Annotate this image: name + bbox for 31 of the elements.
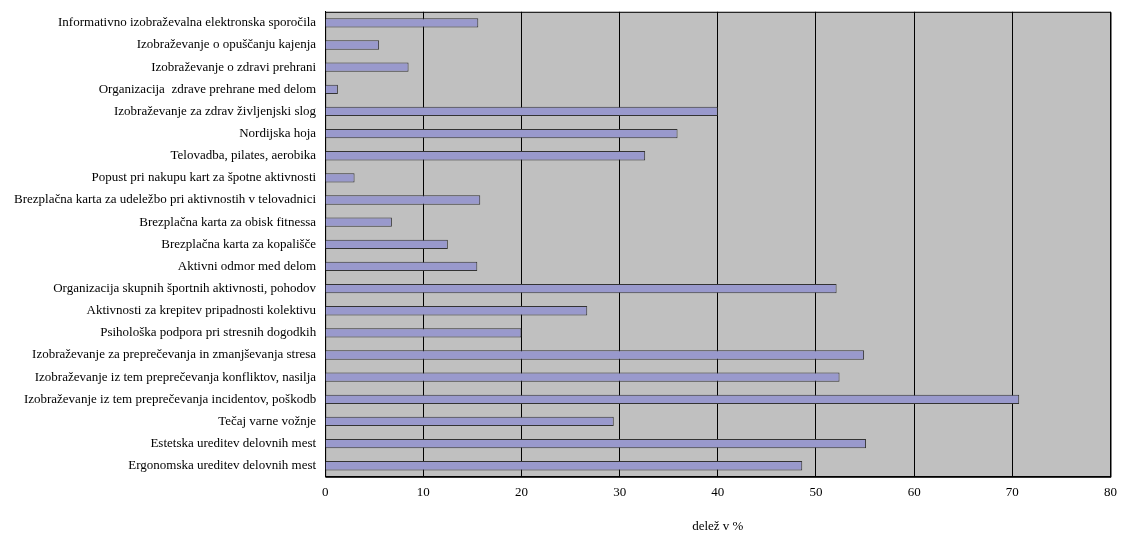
- y-tick-label: Brezplačna karta za udeležbo pri aktivnostih v telovadnici: [13, 191, 317, 207]
- x-tick-label: 50: [809, 484, 823, 500]
- y-tick-label: Organizacija zdrave prehrane med delom: [98, 80, 317, 96]
- y-tick-label: Estetska ureditev delovnih mest: [150, 435, 317, 451]
- x-tick-label: 70: [1005, 484, 1019, 500]
- x-tick-label: 80: [1104, 484, 1117, 500]
- x-tick-label: 30: [613, 484, 627, 500]
- y-tick-label: Popust pri nakupu kart za špotne aktivnosti: [91, 169, 317, 185]
- y-tick-label: Aktivni odmor med delom: [177, 257, 317, 273]
- y-tick-label: Izobraževanje o opuščanju kajenja: [136, 36, 317, 52]
- x-tick-label: 60: [907, 484, 921, 500]
- x-axis-title: delež v %: [692, 517, 744, 533]
- y-tick-label: Izobraževanje iz tem preprečevanja konfliktov, nasilja: [34, 368, 317, 384]
- y-tick-label: Organizacija skupnih športnih aktivnosti, pohodov: [53, 280, 317, 296]
- y-tick-label: Brezplačna karta za kopališče: [161, 235, 317, 251]
- y-tick-label: Izobraževanje za preprečevanja in zmanjševanja stresa: [32, 346, 317, 362]
- x-tick-label: 40: [711, 484, 725, 500]
- x-tick-label: 10: [416, 484, 430, 500]
- y-tick-label: Nordijska hoja: [239, 125, 317, 141]
- x-tick-label: 0: [321, 484, 329, 500]
- y-tick-label: Ergonomska ureditev delovnih mest: [128, 457, 317, 473]
- y-tick-label: Telovadba, pilates, aerobika: [170, 147, 317, 163]
- y-tick-label: Izobraževanje iz tem preprečevanja incidentov, poškodb: [23, 390, 317, 406]
- y-tick-label: Izobraževanje o zdravi prehrani: [151, 58, 317, 74]
- y-tick-label: Psihološka podpora pri stresnih dogodkih: [100, 324, 317, 340]
- y-tick-label: Tečaj varne vožnje: [218, 412, 317, 428]
- y-tick-label: Informativno izobraževalna elektronska sporočila: [58, 14, 317, 30]
- y-tick-label: Izobraževanje za zdrav življenjski slog: [113, 102, 317, 118]
- y-tick-label: Brezplačna karta za obisk fitnessa: [139, 213, 317, 229]
- y-tick-label: Aktivnosti za krepitev pripadnosti kolektivu: [86, 302, 317, 318]
- x-tick-label: 20: [514, 484, 528, 500]
